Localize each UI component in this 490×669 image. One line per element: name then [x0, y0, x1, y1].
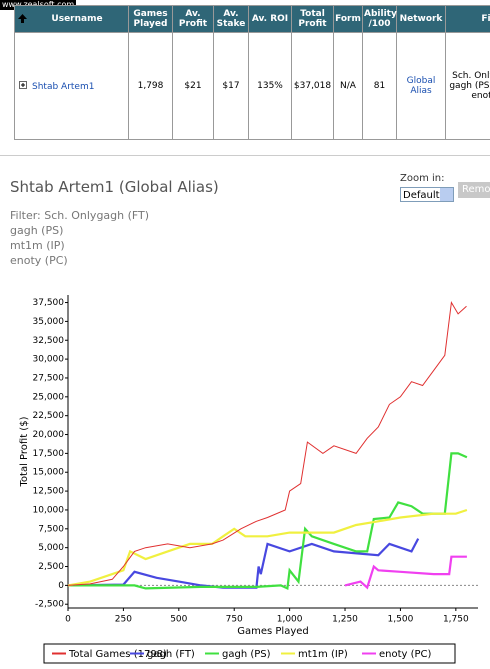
- header-text: Form: [335, 14, 361, 24]
- y-tick-label: 7,500: [38, 524, 64, 534]
- sort-arrow: [18, 14, 27, 23]
- x-tick-label: 1,000: [277, 615, 303, 625]
- legend-label: gagh (FT): [147, 649, 195, 660]
- y-tick-label: 27,500: [33, 373, 65, 383]
- column-header[interactable]: Av. ROI: [248, 5, 292, 33]
- y-tick-label: 15,000: [33, 468, 65, 478]
- stats-table-wrap: Username Games Played Av. Profit Av. Stake A…: [14, 5, 490, 140]
- column-header[interactable]: Filter: [445, 5, 490, 33]
- profile-title: Shtab Artem1 (Global Alias): [10, 178, 219, 196]
- header-text: Filter: [481, 14, 490, 24]
- series-line: [68, 452, 468, 591]
- legend-label: Total Games (1798): [68, 649, 167, 660]
- table-body: Shtab Artem1 1,798 $21 $17 135% $37,018 N/A 81 G…: [14, 32, 490, 140]
- legend-label: mt1m (IP): [298, 649, 348, 660]
- y-tick-label: 12,500: [33, 487, 65, 497]
- zoom-select[interactable]: Default: [400, 187, 454, 202]
- y-tick-label: 17,500: [33, 449, 65, 459]
- header-text: Ability /100: [364, 9, 397, 29]
- series-line: [67, 538, 420, 589]
- column-header[interactable]: Ability /100: [362, 5, 397, 33]
- header-text: Games Played: [133, 9, 168, 29]
- series-line: [67, 300, 467, 586]
- cell-text: $37,018: [293, 81, 332, 91]
- y-tick-label: 20,000: [33, 430, 65, 440]
- header-text: Av. Profit: [178, 9, 208, 29]
- chart: -2,50002,5005,0007,50010,00012,50015,000…: [19, 295, 478, 664]
- y-tick-label: 37,500: [33, 298, 65, 308]
- table-row: Shtab Artem1 1,798 $21 $17 135% $37,018 N/A 81 G…: [14, 32, 490, 140]
- x-tick-label: 1,500: [388, 615, 414, 625]
- series-line: [344, 555, 467, 590]
- header-row: Username Games Played Av. Profit Av. Stake A…: [14, 5, 490, 33]
- y-axis-label: Total Profit ($): [19, 416, 30, 487]
- table-cell: 81: [362, 32, 397, 140]
- table-cell: $17: [213, 32, 249, 140]
- x-tick-label: 0: [65, 615, 71, 625]
- separator: [0, 155, 490, 156]
- cell-text[interactable]: Global Alias: [406, 76, 436, 96]
- x-tick-label: 500: [170, 615, 187, 625]
- header-text: Total Profit: [298, 9, 327, 29]
- header-text: Av. Stake: [216, 9, 246, 29]
- header-text: Av. ROI: [251, 14, 289, 24]
- column-header[interactable]: Total Profit: [291, 5, 334, 33]
- table-cell: Global Alias: [396, 32, 446, 140]
- column-header[interactable]: Av. Stake: [213, 5, 249, 33]
- cell-text: 135%: [257, 81, 283, 91]
- table-cell: N/A: [333, 32, 363, 140]
- remove-button[interactable]: Remo: [458, 182, 490, 198]
- filter-line: Filter: Sch. Onlygagh (FT): [10, 209, 150, 222]
- x-tick-label: 1,750: [443, 615, 469, 625]
- cell-text: 81: [373, 81, 386, 91]
- header-text: Network: [399, 14, 443, 24]
- column-header[interactable]: Av. Profit: [172, 5, 214, 33]
- table-cell: $37,018: [291, 32, 334, 140]
- dropdown-arrow: [440, 188, 453, 201]
- y-tick-label: 10,000: [33, 505, 65, 515]
- legend-label: gagh (PS): [222, 649, 271, 660]
- column-header[interactable]: Username: [14, 5, 129, 33]
- table-cell: Shtab Artem1: [14, 32, 129, 140]
- table-cell: Sch. Onlygagh (FT) gagh (PS) mt1m (IP) e…: [445, 32, 490, 140]
- legend-label: enoty (PC): [379, 649, 432, 660]
- y-tick-label: 25,000: [33, 392, 65, 402]
- cell-text[interactable]: Shtab Artem1: [32, 81, 95, 92]
- x-axis-label: Games Played: [237, 626, 309, 637]
- cell-text: $17: [222, 81, 240, 91]
- cell-text: $21: [184, 81, 202, 91]
- series-line: [67, 508, 468, 587]
- y-tick-label: 32,500: [33, 336, 65, 346]
- y-tick-label: 5,000: [38, 543, 64, 553]
- expand-icon[interactable]: [19, 80, 27, 89]
- table-cell: $21: [172, 32, 214, 140]
- zoom-label: Zoom in:: [400, 173, 445, 184]
- zoom-value: Default: [403, 190, 440, 201]
- stats-table: Username Games Played Av. Profit Av. Stake A…: [14, 5, 490, 140]
- legend-box: [43, 643, 456, 664]
- filter-line: mt1m (IP): [10, 239, 65, 252]
- column-header[interactable]: Network: [396, 5, 446, 33]
- column-header[interactable]: Games Played: [128, 5, 173, 33]
- cell-text: 1,798: [137, 81, 164, 91]
- y-tick-label: -2,500: [35, 600, 64, 610]
- filter-line: gagh (PS): [10, 224, 64, 237]
- y-tick-label: 2,500: [38, 562, 64, 572]
- x-tick-label: 250: [115, 615, 132, 625]
- cell-text: Sch. Onlygagh (FT) gagh (PS) mt1m (IP) e…: [449, 71, 490, 101]
- y-tick-label: 0: [58, 581, 64, 591]
- cell-text: N/A: [340, 81, 356, 91]
- table-cell: 135%: [248, 32, 292, 140]
- table-cell: 1,798: [128, 32, 173, 140]
- header-text: Username: [51, 14, 103, 24]
- filter-line: enoty (PC): [10, 254, 68, 267]
- x-tick-label: 750: [226, 615, 243, 625]
- x-tick-label: 1,250: [332, 615, 358, 625]
- column-header[interactable]: Form: [333, 5, 363, 33]
- y-tick-label: 35,000: [33, 317, 65, 327]
- y-tick-label: 22,500: [33, 411, 65, 421]
- y-tick-label: 30,000: [33, 355, 65, 365]
